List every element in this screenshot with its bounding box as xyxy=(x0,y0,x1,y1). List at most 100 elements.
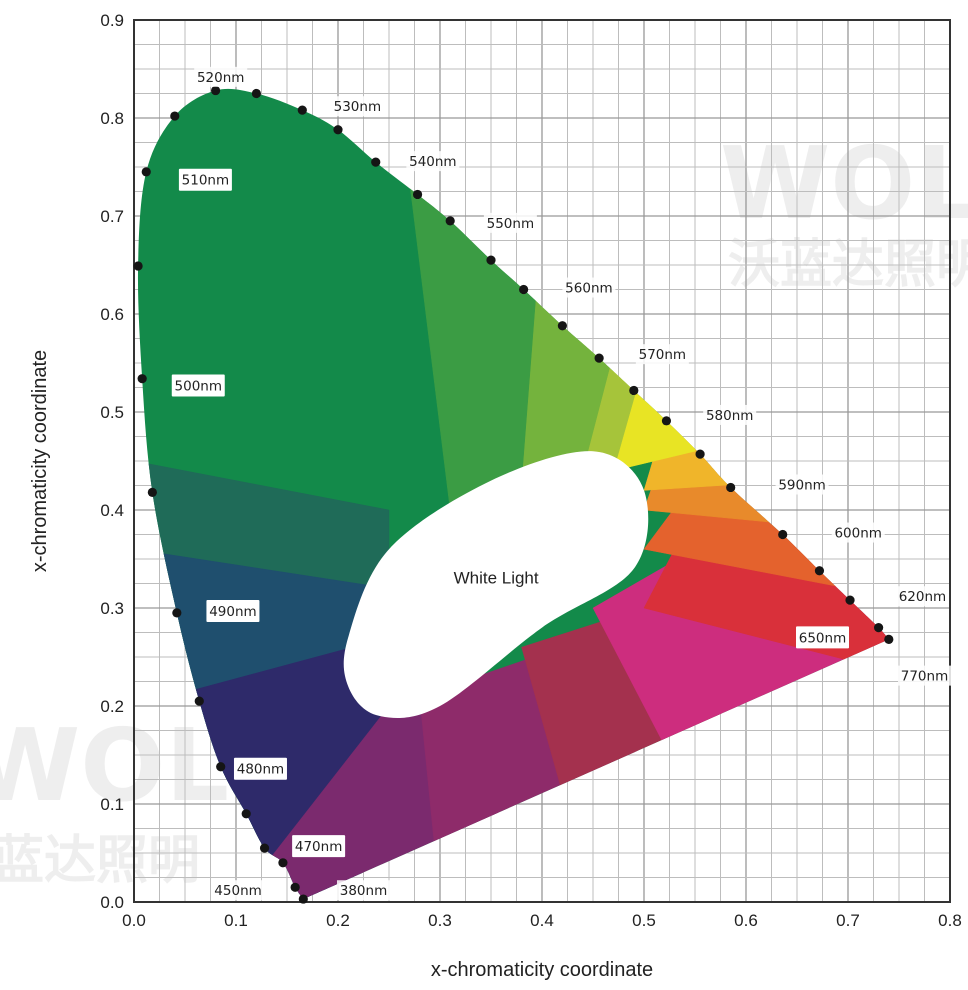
wavelength-label: 770nm xyxy=(898,665,951,686)
wavelength-label: 470nm xyxy=(292,835,346,858)
y-tick-label: 0.1 xyxy=(100,795,124,814)
y-tick-label: 0.5 xyxy=(100,403,124,422)
wavelength-label: 380nm xyxy=(337,880,390,901)
wavelength-label-text: 470nm xyxy=(295,839,342,855)
wavelength-label-text: 770nm xyxy=(901,669,948,685)
wavelength-label-box xyxy=(171,374,225,397)
wavelength-label-text: 510nm xyxy=(182,173,229,189)
spectral-point xyxy=(845,595,855,605)
x-tick-label: 0.6 xyxy=(734,911,758,930)
spectral-point xyxy=(884,634,894,644)
y-tick-label: 0.9 xyxy=(100,11,124,30)
spectral-point xyxy=(594,353,604,363)
spectral-point xyxy=(133,261,143,271)
x-tick-label: 0.2 xyxy=(326,911,350,930)
wavelength-label-box xyxy=(292,835,346,858)
spectral-point xyxy=(290,882,300,892)
spectral-point xyxy=(211,85,221,96)
y-tick-labels: 0.0 0.1 0.2 0.3 0.4 0.5 0.6 0.7 0.8 0.9 xyxy=(100,11,124,912)
spectral-point xyxy=(412,189,423,200)
wavelength-label-text: 540nm xyxy=(409,154,456,170)
x-axis-title: x-chromaticity coordinate xyxy=(431,959,653,981)
spectral-points xyxy=(133,85,894,904)
spectral-point xyxy=(241,809,251,819)
spectral-point xyxy=(137,374,147,384)
wavelength-label: 530nm xyxy=(330,96,384,117)
spectral-point xyxy=(251,88,261,99)
wavelength-label-text: 580nm xyxy=(706,408,753,424)
y-tick-label: 0.4 xyxy=(100,501,124,520)
spectral-point xyxy=(147,487,157,497)
wavelength-label-bg xyxy=(211,880,265,901)
wavelength-label-bg xyxy=(483,212,537,233)
wavelength-label: 480nm xyxy=(233,757,287,780)
x-tick-label: 0.5 xyxy=(632,911,656,930)
x-tick-label: 0.1 xyxy=(224,911,248,930)
wavelength-label-bg xyxy=(703,404,757,425)
wavelength-label-text: 500nm xyxy=(175,379,222,395)
y-tick-label: 0.0 xyxy=(100,893,124,912)
spectral-point xyxy=(519,284,529,295)
watermark-logo-text-right: WOLD xyxy=(720,125,968,242)
wavelength-label-box xyxy=(796,626,849,649)
wavelength-label-text: 380nm xyxy=(340,883,387,899)
wavelength-label-box xyxy=(233,757,287,780)
watermark-cn-text-left: 沃蓝达照明 xyxy=(0,831,200,891)
y-tick-label: 0.8 xyxy=(100,109,124,128)
spectral-point xyxy=(216,762,226,772)
wavelength-label-text: 590nm xyxy=(778,478,825,494)
wavelength-label-text: 450nm xyxy=(214,883,261,899)
wavelength-label: 600nm xyxy=(831,522,885,543)
wavelength-label-text: 480nm xyxy=(237,762,284,778)
y-tick-label: 0.2 xyxy=(100,697,124,716)
wavelength-label-bg xyxy=(775,474,829,495)
spectral-point xyxy=(278,858,288,868)
wavelength-label-bg xyxy=(337,880,390,901)
wavelength-label: 570nm xyxy=(635,344,689,365)
wavelength-label-box xyxy=(206,599,260,622)
x-tick-labels: 0.0 0.1 0.2 0.3 0.4 0.5 0.6 0.7 0.8 xyxy=(122,911,962,930)
wavelength-label: 450nm xyxy=(211,880,265,901)
wavelength-label-text: 620nm xyxy=(899,589,946,605)
spectral-point xyxy=(695,449,705,459)
plot-frame xyxy=(133,19,951,903)
center-label: White Light xyxy=(454,569,539,588)
y-tick-label: 0.3 xyxy=(100,599,124,618)
y-axis-title: x-chromaticity coordinate xyxy=(29,350,51,572)
wavelength-label-text: 570nm xyxy=(639,347,686,363)
wavelength-label: 520nm xyxy=(194,66,248,87)
wavelength-label: 500nm xyxy=(171,374,225,397)
wavelength-label: 560nm xyxy=(562,277,616,298)
wavelength-label-bg xyxy=(831,522,885,543)
wavelength-label-text: 600nm xyxy=(834,526,881,542)
wavelength-label: 550nm xyxy=(483,212,537,233)
y-tick-label: 0.6 xyxy=(100,305,124,324)
wavelength-label-bg xyxy=(330,96,384,117)
spectral-point xyxy=(486,255,496,265)
spectral-point xyxy=(298,894,308,904)
wavelength-label-bg xyxy=(898,665,951,686)
wavelength-label: 650nm xyxy=(796,626,849,649)
wavelength-label: 580nm xyxy=(703,404,757,425)
spectral-point xyxy=(629,385,639,396)
spectral-point xyxy=(874,623,884,633)
x-tick-label: 0.4 xyxy=(530,911,554,930)
wavelength-label-box xyxy=(178,168,232,191)
spectral-point xyxy=(371,157,381,167)
spectral-point xyxy=(726,482,736,493)
y-tick-label: 0.7 xyxy=(100,207,124,226)
spectral-point xyxy=(194,696,204,706)
wavelength-label-bg xyxy=(895,586,949,607)
spectral-point xyxy=(778,529,788,540)
spectral-point xyxy=(297,105,307,115)
wavelength-labels: 380nm 450nm 470nm 480nm 490nm 500nm 510nm 520nm… xyxy=(171,66,951,901)
wavelength-label-text: 550nm xyxy=(487,216,534,232)
spectral-point xyxy=(172,608,182,618)
spectral-point xyxy=(170,111,180,121)
wavelength-label-bg xyxy=(562,277,616,298)
wavelength-label-text: 560nm xyxy=(565,281,612,297)
wavelength-label-text: 530nm xyxy=(334,99,381,115)
spectral-point xyxy=(259,843,270,853)
spectral-point xyxy=(445,216,455,226)
